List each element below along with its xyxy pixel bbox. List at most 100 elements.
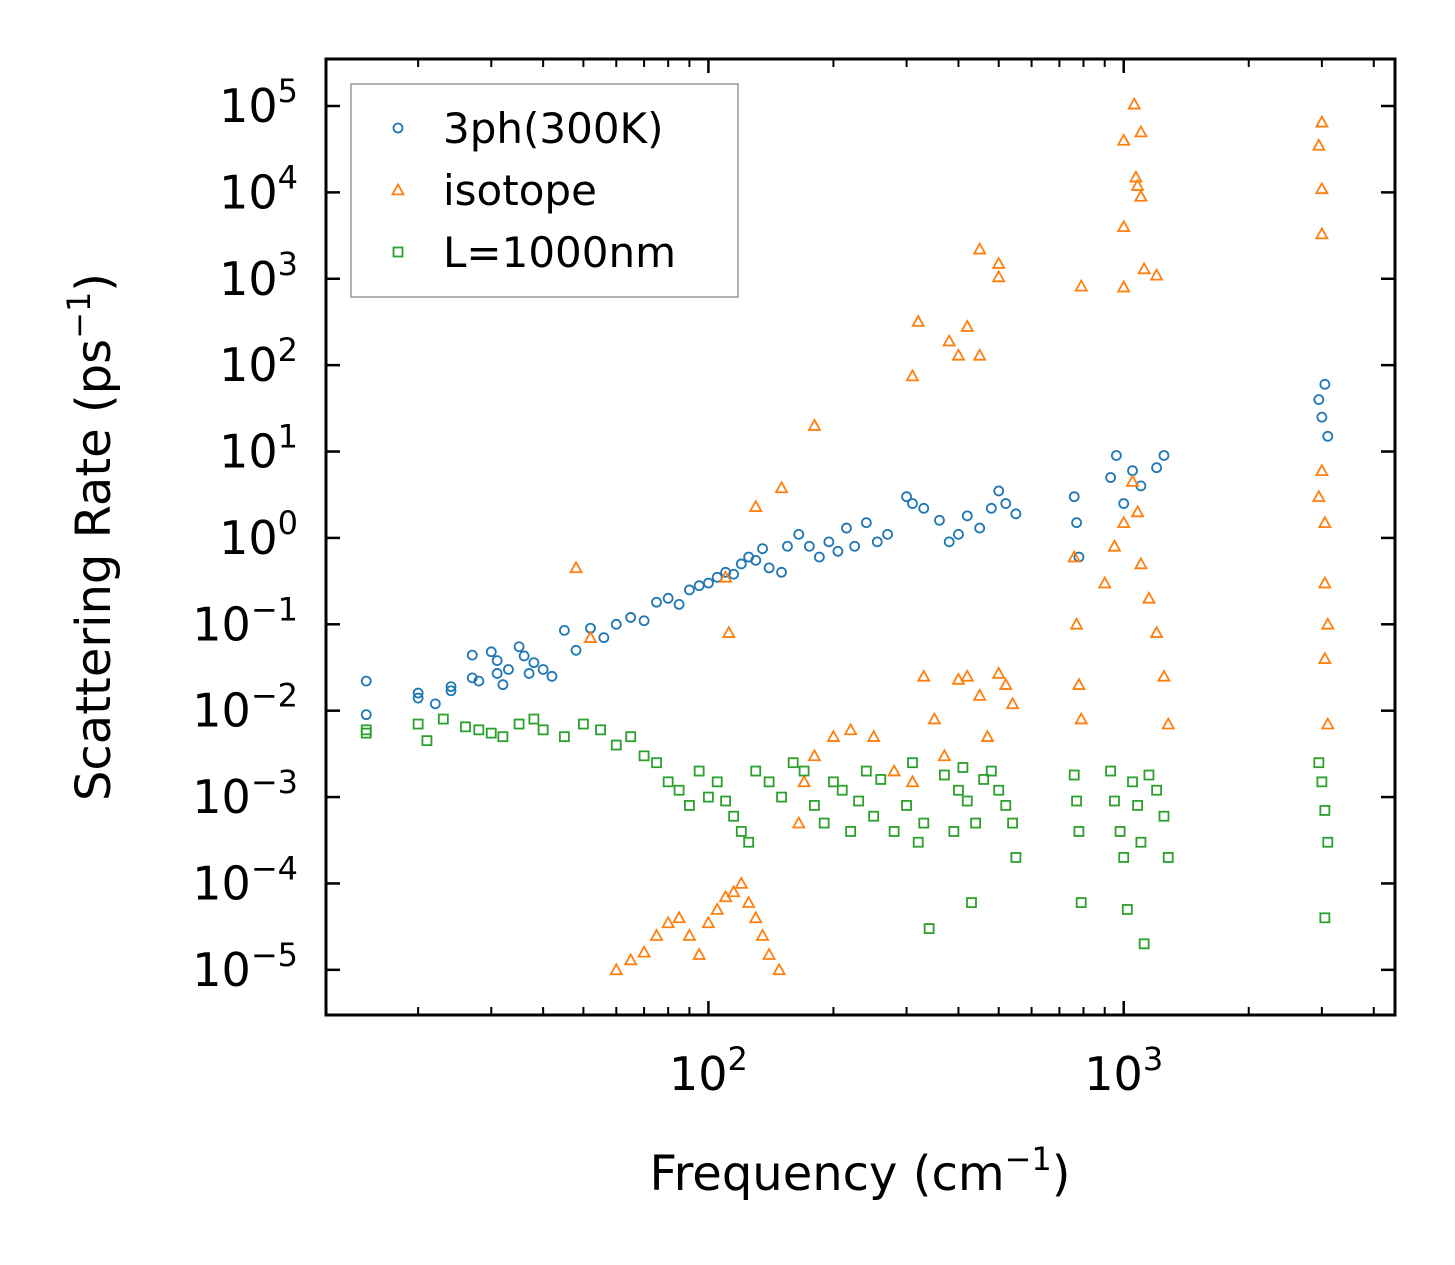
data-point [1118, 498, 1130, 509]
data-point [1149, 267, 1164, 281]
data-point [991, 256, 1006, 269]
data-point [807, 748, 822, 762]
data-point [961, 510, 973, 522]
data-point [625, 612, 637, 623]
data-point [1149, 625, 1164, 638]
y-tick-label: 100 [219, 504, 298, 565]
legend-label: isotope [443, 166, 597, 215]
data-point [1319, 912, 1331, 924]
data-point [948, 826, 960, 837]
data-point [1158, 450, 1170, 461]
data-point [662, 592, 674, 604]
data-point [923, 923, 935, 935]
data-point [1071, 677, 1086, 690]
data-point [743, 836, 755, 848]
data-point [693, 580, 705, 592]
data-point [927, 711, 942, 725]
data-point [782, 540, 793, 552]
data-point [360, 709, 372, 721]
data-point [1319, 805, 1331, 816]
data-point [684, 584, 695, 596]
data-point [651, 596, 662, 608]
data-point [638, 615, 650, 627]
data-point [912, 836, 924, 848]
data-point [1074, 711, 1089, 725]
x-tick-label: 102 [669, 1040, 748, 1101]
data-point [750, 765, 762, 777]
data-point [1071, 517, 1082, 529]
data-point [974, 522, 986, 534]
data-point [748, 910, 763, 924]
data-point [866, 729, 881, 742]
data-point [1143, 769, 1155, 781]
data-point [528, 657, 540, 669]
data-point [726, 884, 741, 898]
data-point [943, 536, 955, 548]
data-point [757, 543, 768, 555]
data-point [1000, 800, 1012, 811]
data-point [993, 784, 1005, 796]
data-point [1314, 181, 1329, 195]
y-tick-label: 10−2 [192, 677, 298, 738]
data-point [887, 763, 902, 777]
data-point [558, 731, 570, 743]
data-point [809, 800, 820, 811]
data-point [1317, 515, 1332, 529]
data-point [583, 630, 598, 643]
data-point [728, 810, 740, 822]
data-point [934, 514, 945, 526]
data-point [360, 724, 372, 736]
data-point [1133, 124, 1148, 138]
data-point [623, 952, 638, 966]
data-point [610, 739, 622, 751]
data-point [651, 757, 662, 769]
data-point [537, 724, 549, 736]
data-point [741, 895, 756, 908]
data-point [1320, 616, 1335, 630]
data-point [1320, 716, 1335, 730]
data-point [682, 928, 697, 941]
data-point [485, 727, 497, 739]
data-point [703, 577, 714, 589]
data-point [960, 319, 975, 332]
data-point [823, 536, 835, 548]
data-point [1316, 411, 1328, 423]
data-point [503, 664, 514, 675]
data-point [577, 718, 589, 730]
data-point [485, 646, 497, 658]
data-point [1069, 616, 1084, 630]
data-point [991, 666, 1006, 679]
data-point [610, 618, 622, 630]
data-point [1151, 462, 1163, 474]
data-point [637, 944, 652, 958]
data-point [978, 774, 990, 785]
data-point [1116, 279, 1131, 293]
y-tick-label: 101 [219, 418, 298, 479]
data-point [1121, 904, 1133, 915]
data-point [1127, 96, 1142, 110]
data-point [662, 776, 674, 788]
data-point [437, 713, 449, 725]
y-tick-label: 103 [219, 245, 298, 306]
data-point [609, 962, 624, 976]
data-point [537, 664, 549, 675]
data-point [960, 668, 975, 682]
data-point [868, 810, 880, 822]
data-point [1156, 668, 1171, 682]
data-point [871, 536, 883, 548]
data-point [473, 724, 485, 736]
y-tick-label: 10−5 [192, 936, 298, 997]
data-point [972, 241, 987, 255]
data-point [728, 568, 740, 580]
data-point [1116, 515, 1131, 529]
data-point [735, 558, 747, 570]
data-point [421, 735, 433, 747]
data-point [473, 675, 485, 687]
data-point [673, 784, 685, 796]
data-point [429, 698, 441, 710]
data-point [1314, 114, 1329, 128]
data-point [721, 625, 736, 638]
data-point [776, 566, 787, 578]
data-point [826, 729, 841, 742]
data-point [412, 692, 424, 704]
